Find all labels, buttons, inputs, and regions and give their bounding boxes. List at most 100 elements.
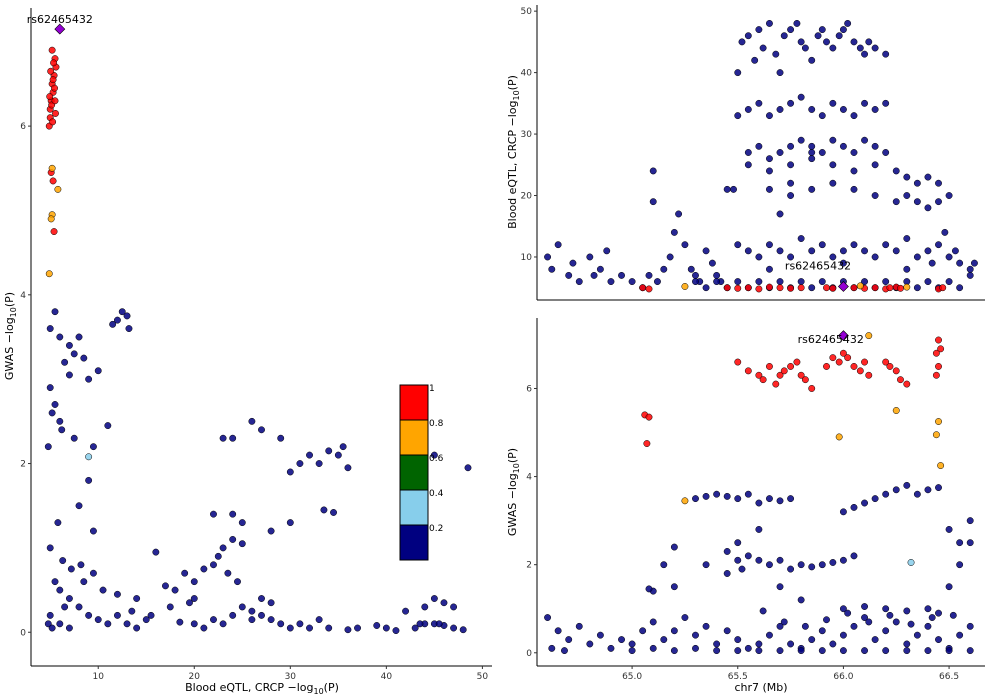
snp-point: [258, 426, 265, 434]
snp-point: [935, 636, 942, 644]
snp-point: [70, 350, 78, 358]
snp-point: [776, 278, 784, 286]
y-tick-label: 6: [20, 122, 26, 132]
snp-point: [924, 486, 932, 494]
snp-point: [793, 358, 801, 366]
snp-point: [787, 179, 795, 187]
snp-point: [937, 345, 945, 353]
snp-point: [818, 561, 826, 569]
snp-point: [450, 603, 458, 611]
snp-point: [670, 627, 678, 635]
snp-point: [315, 616, 323, 624]
snp-point: [248, 616, 256, 624]
snp-point: [113, 611, 121, 619]
snp-point: [844, 354, 852, 362]
y-ticks: 0 2 4 6: [526, 384, 537, 659]
snp-point: [190, 620, 198, 628]
y-axis-label: GWAS −log10(P): [3, 292, 18, 380]
snp-point: [882, 99, 890, 107]
snp-point: [966, 539, 974, 547]
y-tick-label: 0: [20, 628, 26, 638]
snp-point: [844, 19, 852, 27]
snp-point: [67, 565, 75, 573]
y-tick-label: 2: [20, 460, 26, 470]
snp-point: [258, 595, 265, 602]
snp-point: [823, 616, 830, 624]
snp-point: [945, 583, 953, 591]
snp-point: [865, 332, 873, 340]
snp-point: [200, 624, 208, 632]
legend-label: 0.2: [429, 524, 443, 534]
snp-point: [808, 185, 816, 193]
snp-point: [464, 464, 472, 472]
snp-point: [839, 247, 847, 255]
snp-point: [734, 556, 742, 564]
snp-point: [787, 99, 795, 107]
snp-point: [861, 499, 868, 507]
snp-point: [839, 26, 847, 34]
snp-point: [734, 284, 742, 292]
snp-point: [776, 210, 784, 218]
x-tick-label: 20: [189, 672, 201, 682]
y-tick-label: 50: [521, 7, 533, 17]
snp-point: [80, 354, 88, 362]
snp-point: [248, 607, 256, 615]
legend-label: 0.8: [429, 419, 444, 429]
snp-point: [882, 647, 890, 655]
snp-point: [320, 506, 328, 514]
snp-point: [210, 510, 217, 518]
snp-point: [829, 44, 837, 52]
snp-point: [49, 76, 57, 84]
snp-point: [238, 540, 246, 548]
snp-point: [645, 271, 653, 279]
snp-point: [751, 56, 759, 64]
snp-point: [850, 167, 858, 175]
snp-point: [49, 118, 57, 126]
snp-point: [210, 616, 217, 624]
legend-swatch: [399, 419, 429, 456]
snp-point: [932, 349, 940, 357]
snp-point: [956, 631, 964, 639]
snp-point: [85, 611, 93, 619]
snp-point: [913, 179, 921, 187]
snp-point: [861, 614, 868, 621]
y-tick-label: 4: [20, 291, 26, 301]
snp-point: [702, 561, 710, 569]
snp-point: [755, 142, 763, 150]
snp-point: [344, 626, 352, 634]
y-tick-label: 10: [521, 253, 533, 263]
snp-point: [190, 595, 198, 602]
snp-point: [935, 363, 942, 370]
snp-point: [829, 161, 837, 169]
snp-point: [808, 284, 816, 292]
snp-point: [628, 278, 636, 286]
snp-point: [776, 622, 784, 630]
snp-point: [766, 265, 773, 273]
snp-point: [776, 149, 784, 156]
snp-point: [734, 69, 742, 77]
snp-point: [618, 636, 625, 644]
snp-point: [330, 509, 337, 516]
snp-point: [755, 525, 763, 533]
data-points: [544, 330, 974, 655]
x-tick-label: 65.0: [622, 672, 642, 682]
snp-point: [861, 136, 868, 144]
snp-point: [645, 413, 653, 421]
snp-point: [382, 624, 390, 632]
snp-point: [850, 38, 858, 46]
snp-point: [924, 647, 932, 655]
snp-point: [935, 198, 942, 206]
snp-point: [787, 192, 795, 199]
snp-point: [903, 647, 911, 655]
snp-point: [416, 620, 424, 628]
snp-point: [61, 603, 69, 611]
snp-point: [903, 380, 911, 388]
snp-point: [723, 492, 731, 500]
snp-point: [65, 371, 73, 379]
snp-point: [628, 647, 636, 655]
snp-point: [575, 622, 583, 630]
snp-point: [186, 599, 193, 607]
snp-point: [823, 284, 830, 292]
snp-point: [797, 284, 805, 292]
snp-point: [133, 624, 141, 632]
